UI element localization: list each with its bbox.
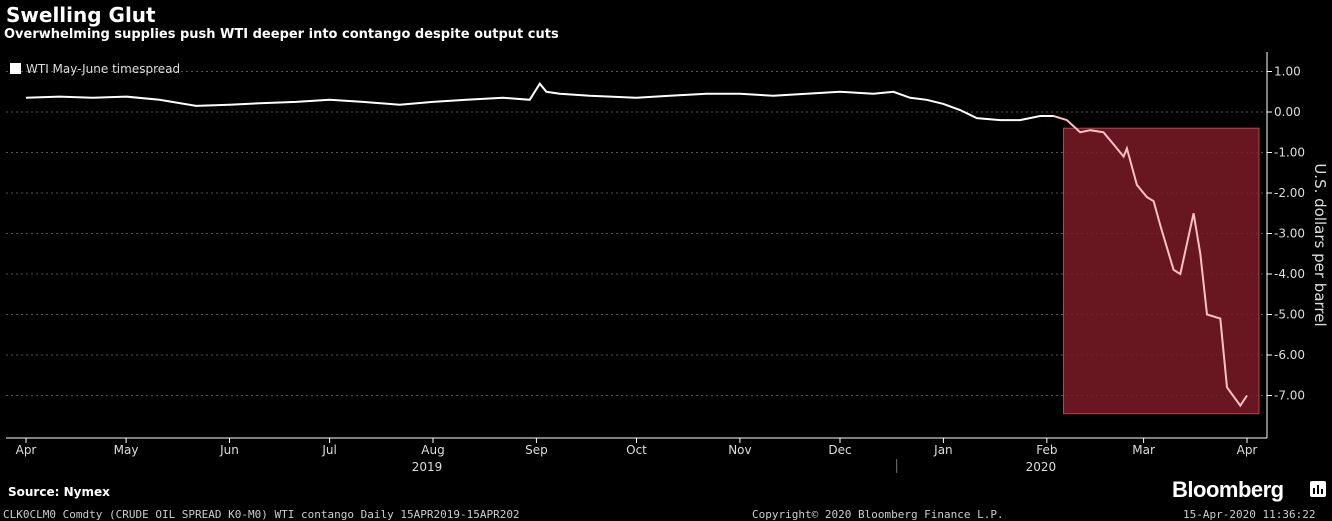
y-tick-label: 1.00 — [1274, 65, 1301, 79]
chart-subtitle: Overwhelming supplies push WTI deeper in… — [4, 27, 559, 42]
x-tick-label: Jul — [321, 443, 336, 457]
ticker-line: CLK0CLM0 Comdty (CRUDE OIL SPREAD K0-M0)… — [3, 508, 520, 521]
x-tick-label: Apr — [16, 443, 37, 457]
bloomberg-logo: Bloomberg — [1172, 477, 1284, 502]
series-lines — [25, 81, 1248, 408]
x-year-label: 2020 — [1026, 460, 1057, 474]
x-year-label: 2019 — [412, 460, 443, 474]
grid-lines — [6, 71, 1267, 396]
legend: WTI May-June timespread — [10, 62, 180, 76]
x-tick-label: Aug — [421, 443, 444, 457]
legend-swatch — [10, 63, 21, 74]
y-tick-label: -4.00 — [1274, 267, 1305, 281]
y-axis-label: U.S. dollars per barrel — [1311, 163, 1329, 326]
source-note: Source: Nymex — [8, 485, 110, 499]
x-tick-label: Jan — [933, 443, 953, 457]
highlight-region — [1063, 127, 1260, 415]
series-line — [25, 81, 1054, 122]
x-tick-label: Mar — [1132, 443, 1155, 457]
y-tick-label: -3.00 — [1274, 227, 1305, 241]
bloomberg-chart-icon — [1310, 481, 1326, 497]
timestamp: 15-Apr-2020 11:36:22 — [1183, 508, 1316, 521]
x-tick-label: Dec — [828, 443, 851, 457]
x-tick-label: Jun — [219, 443, 239, 457]
chart-title: Swelling Glut — [6, 3, 156, 27]
x-tick-label: Sep — [525, 443, 548, 457]
y-tick-label: -2.00 — [1274, 186, 1305, 200]
x-tick-label: Feb — [1036, 443, 1057, 457]
y-tick-label: -1.00 — [1274, 146, 1305, 160]
copyright-line: Copyright© 2020 Bloomberg Finance L.P. — [752, 508, 1004, 521]
y-tick-label: -7.00 — [1274, 389, 1305, 403]
x-tick-label: Nov — [728, 443, 751, 457]
x-tick-label: Apr — [1237, 443, 1258, 457]
y-tick-label: -5.00 — [1274, 308, 1305, 322]
x-tick-label: May — [114, 443, 139, 457]
x-tick-label: Oct — [626, 443, 647, 457]
series-line-highlighted — [1053, 115, 1248, 408]
y-tick-label: 0.00 — [1274, 105, 1301, 119]
y-axis: 1.00 0.00 -1.00 -2.00 -3.00 -4.00 -5.00 -6.00 -7… — [1266, 52, 1305, 438]
x-axis: Apr May Jun Jul Aug Sep Oct Nov Dec Jan Feb Mar Apr 2… — [6, 437, 1267, 474]
legend-label: WTI May-June timespread — [26, 62, 180, 76]
y-tick-label: -6.00 — [1274, 348, 1305, 362]
